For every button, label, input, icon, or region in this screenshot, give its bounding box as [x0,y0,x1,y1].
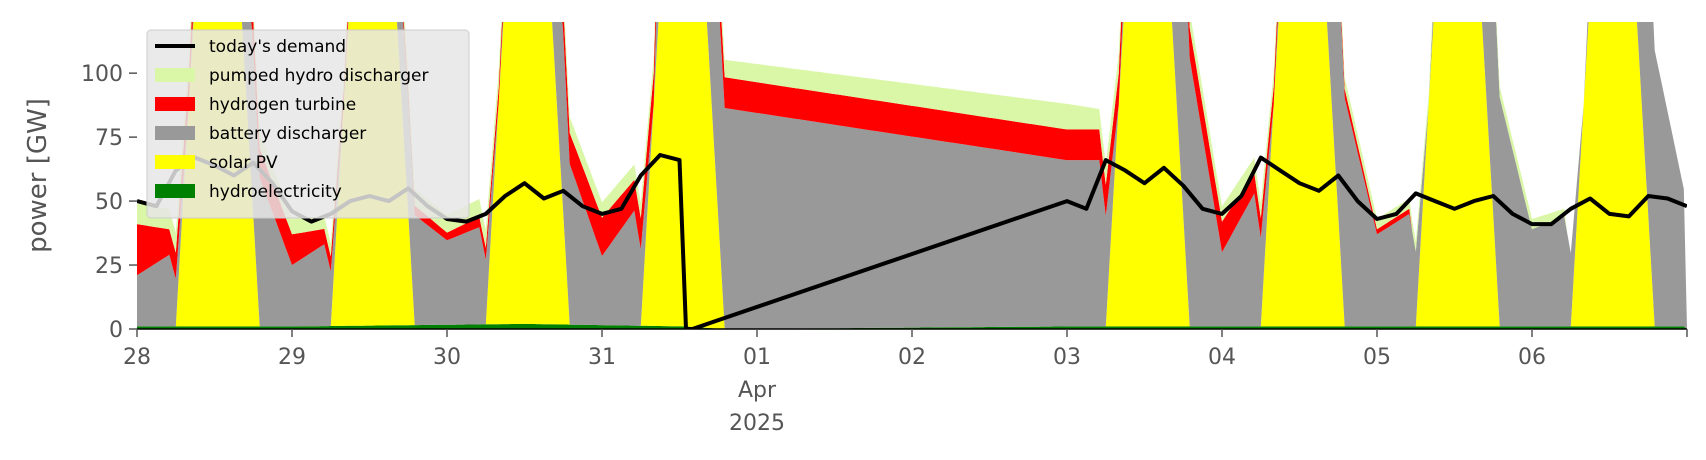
legend-label-today-s-demand: today's demand [209,37,346,57]
x-tick-month: Apr [738,378,777,403]
y-tick-label: 0 [109,318,123,343]
area-layers [137,22,1687,329]
axes: 0 25 50 75 100 28 29 30 31 01 Apr 2025 02 03 04 05 06 [81,62,1688,436]
x-tick-label: 29 [278,345,306,370]
legend-swatch-battery-discharger [155,126,195,140]
legend-label-hydroelectricity: hydroelectricity [209,182,342,202]
x-tick-year: 2025 [729,411,785,436]
legend-swatch-pumped-hydro-discharger [155,68,195,82]
legend: today's demand pumped hydro discharger hyd… [146,29,470,219]
x-tick-label: 30 [433,345,461,370]
x-tick-label: 06 [1518,345,1546,370]
legend-box [146,29,470,219]
y-axis-label: power [GW] [23,98,53,253]
y-tick-label: 25 [95,254,123,279]
x-tick-label: 03 [1053,345,1081,370]
y-tick-label: 100 [81,62,123,87]
area-battery-discharger [137,22,1687,329]
x-tick-label: 05 [1363,345,1391,370]
legend-label-hydrogen-turbine: hydrogen turbine [209,95,356,115]
legend-label-battery-discharger: battery discharger [209,124,366,144]
x-tick-label: 04 [1208,345,1236,370]
legend-swatch-solar-pv [155,155,195,169]
y-tick-label: 75 [95,126,123,151]
legend-label-pumped-hydro-discharger: pumped hydro discharger [209,66,428,86]
x-tick-label: 31 [588,345,616,370]
x-tick-label: 02 [898,345,926,370]
y-tick-label: 50 [95,190,123,215]
legend-swatch-hydroelectricity [155,184,195,198]
legend-label-solar-pv: solar PV [209,153,278,173]
x-tick-label: 28 [123,345,151,370]
area-solar-pv [137,22,1687,329]
x-tick-label: 01 [743,345,771,370]
area-hydroelectricity [137,323,1687,329]
legend-swatch-hydrogen-turbine [155,97,195,111]
